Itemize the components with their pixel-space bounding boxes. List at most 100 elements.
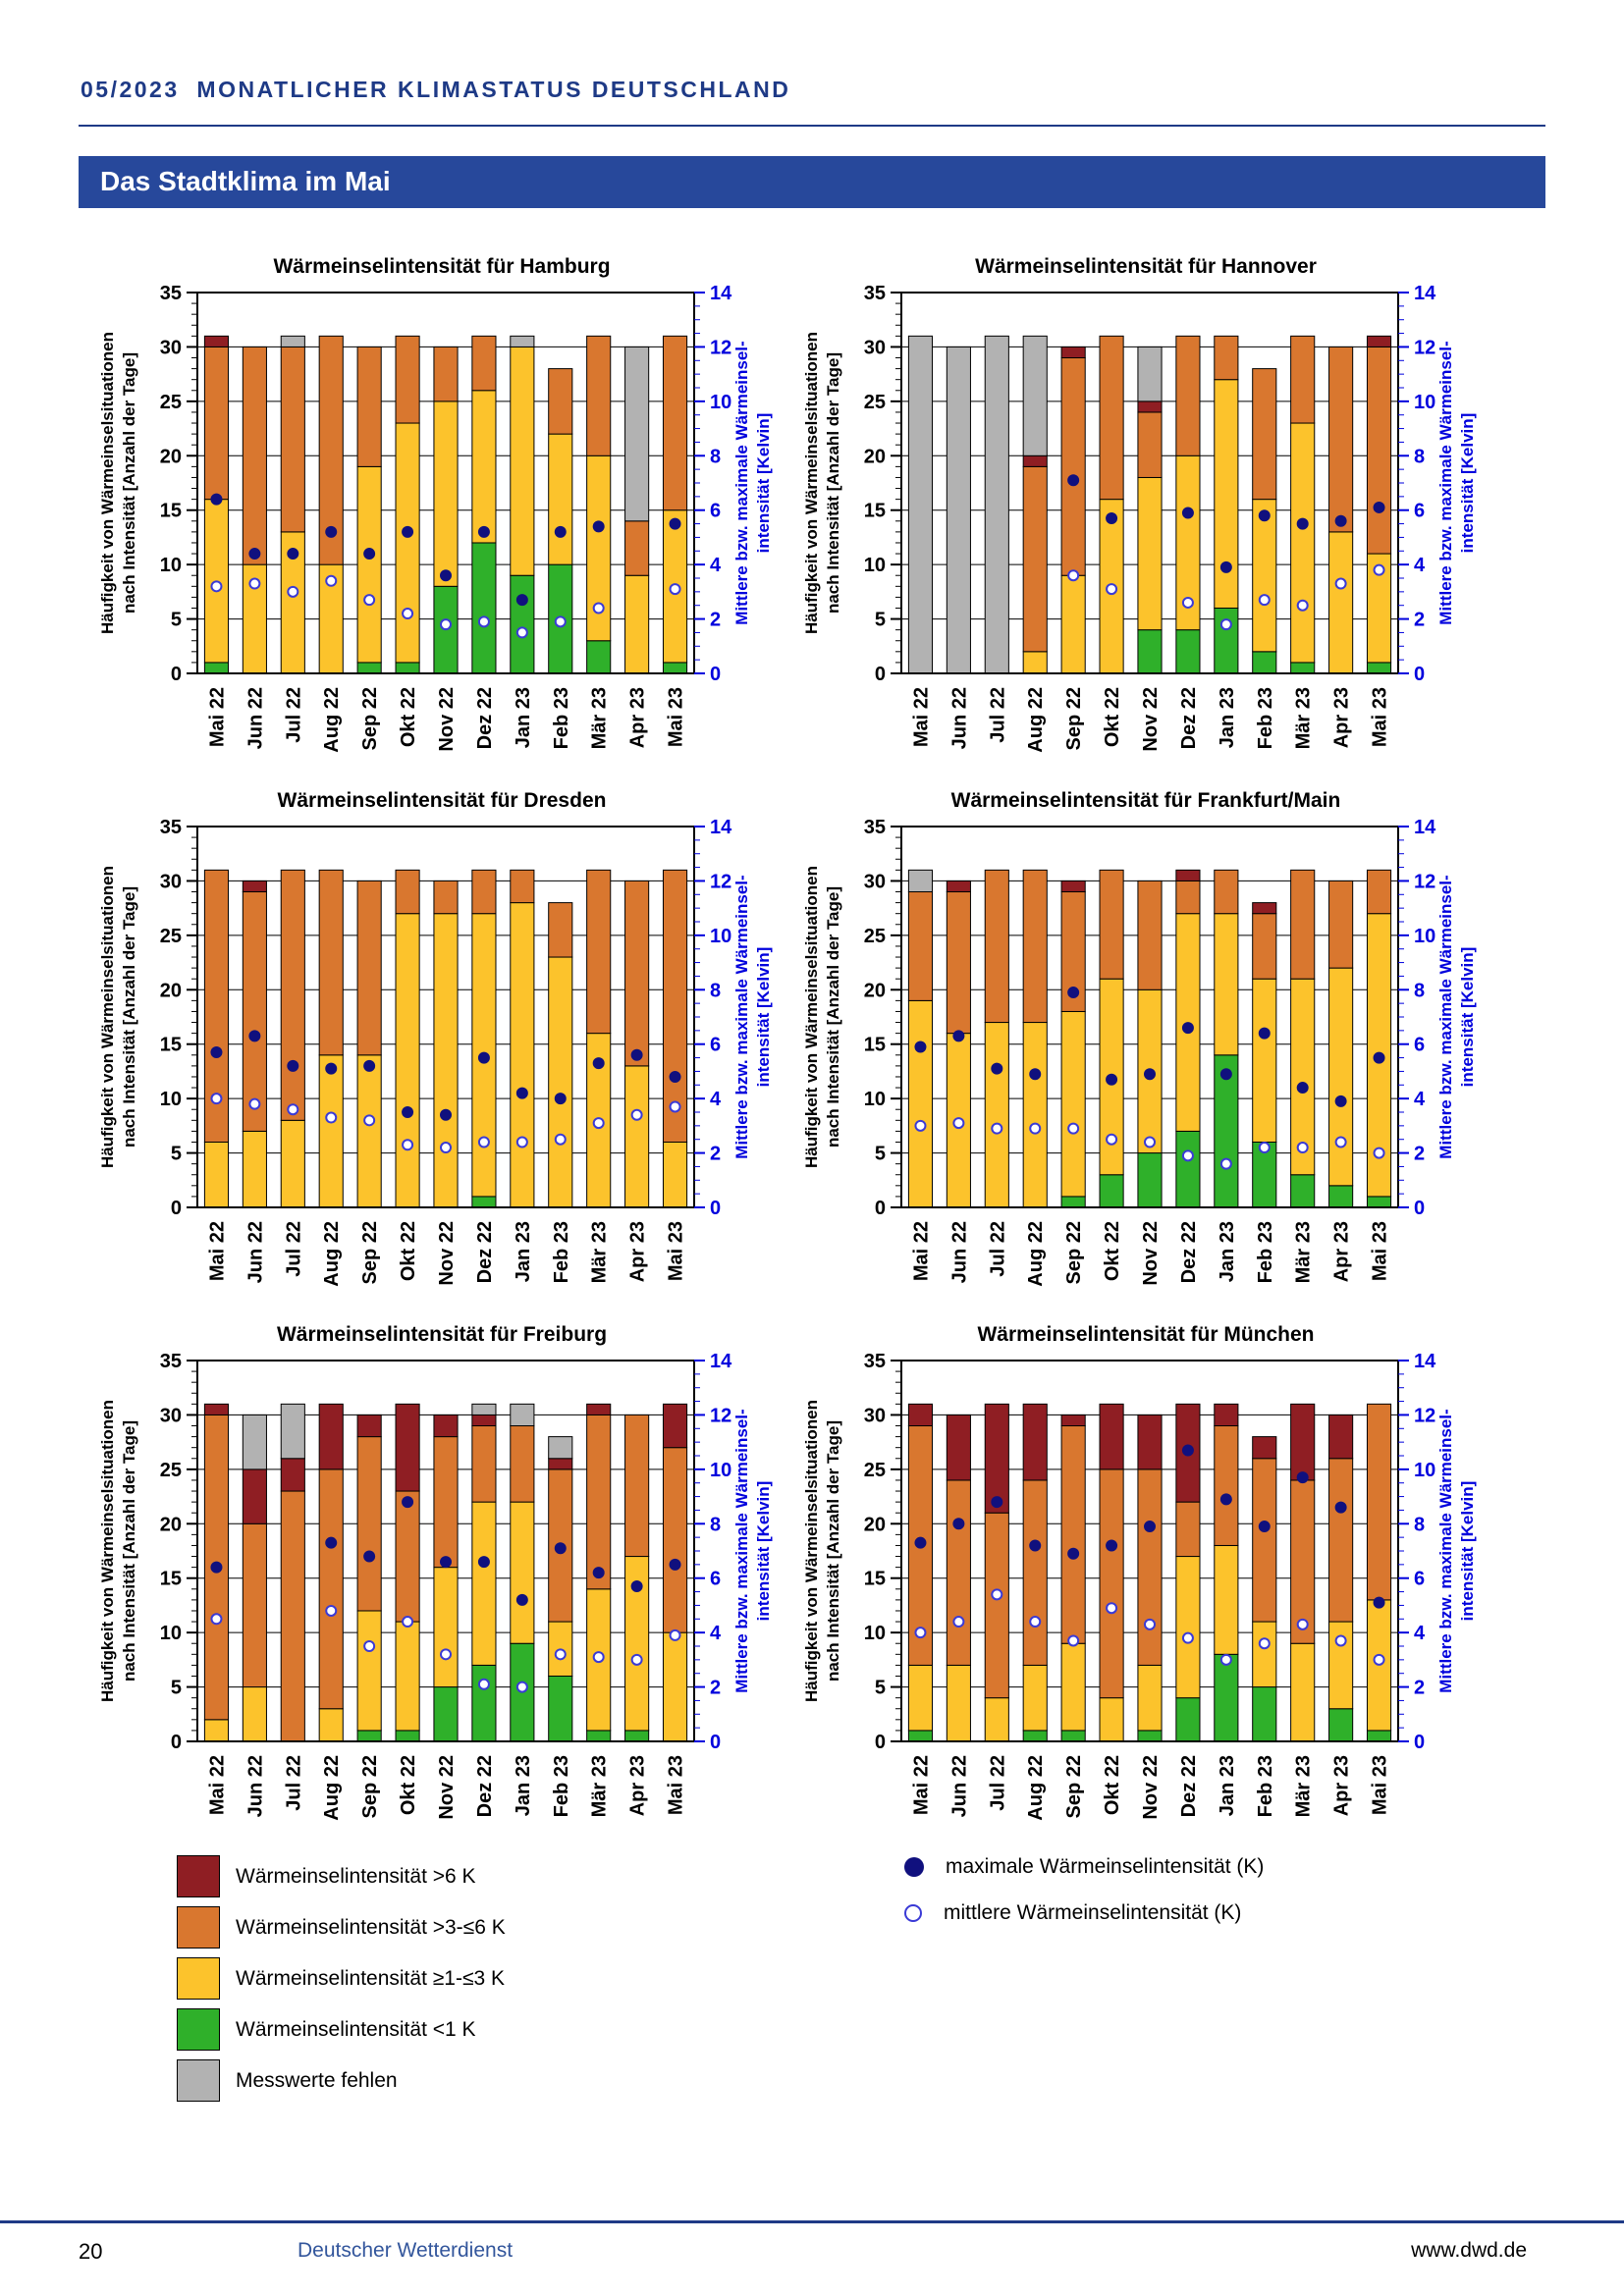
bar-segment-yellow xyxy=(356,465,382,664)
mean-intensity-dot xyxy=(592,602,605,614)
mean-intensity-dot xyxy=(1296,1142,1309,1154)
bar-segment-orange xyxy=(1366,1403,1392,1601)
max-intensity-dot xyxy=(630,1580,643,1593)
bar-segment-green xyxy=(1060,1730,1086,1742)
right-tick-label: 10 xyxy=(710,392,731,413)
mean-intensity-dot xyxy=(1181,1149,1194,1162)
x-tick-label: Feb 23 xyxy=(551,687,572,749)
x-tick-label: Jul 22 xyxy=(987,687,1008,743)
right-tick-label: 6 xyxy=(1414,1569,1425,1590)
right-tick-label: 6 xyxy=(1414,501,1425,522)
mean-intensity-dot xyxy=(325,574,338,587)
bar-segment-green xyxy=(586,1730,612,1742)
bar-segment-darkred xyxy=(1175,869,1201,881)
left-tick-label: 30 xyxy=(160,337,182,358)
max-intensity-dot xyxy=(325,1536,338,1549)
bar-segment-yellow xyxy=(1214,379,1239,609)
mean-intensity-dot xyxy=(630,1108,643,1121)
x-tick-label: Okt 22 xyxy=(1102,687,1123,747)
bar-segment-green xyxy=(1366,662,1392,674)
max-intensity-dot xyxy=(248,1030,261,1042)
right-tick-label: 6 xyxy=(710,1569,721,1590)
x-tick-label: Sep 22 xyxy=(1063,687,1085,750)
chart-canvas-hannover: Mai 22 Jun 22 Jul 22 Aug 22 Sep 22 Okt 22 Nov … xyxy=(802,283,1477,753)
max-intensity-dot xyxy=(1144,1521,1156,1533)
left-axis-label-line1: Häufigkeit von Wärmeinselsituationen xyxy=(802,866,821,1168)
bar-segment-orange xyxy=(433,880,459,915)
right-tick-label: 2 xyxy=(1414,1144,1425,1165)
bar-segment-yellow xyxy=(946,1664,971,1742)
footer-website: www.dwd.de xyxy=(1411,2239,1527,2262)
bar-segment-green xyxy=(356,662,382,674)
bar-segment-orange xyxy=(433,346,459,402)
mean-intensity-dot xyxy=(325,1604,338,1617)
bar-segment-yellow xyxy=(433,400,459,587)
bar-segment-green xyxy=(662,662,688,674)
bar-segment-darkred xyxy=(1022,454,1048,467)
x-tick-label: Sep 22 xyxy=(1063,1755,1085,1818)
left-tick-label: 35 xyxy=(160,1351,182,1372)
bar-segment-green xyxy=(1137,629,1163,674)
bar-segment-orange xyxy=(1022,869,1048,1024)
max-intensity-dot xyxy=(325,1062,338,1075)
mean-intensity-dot xyxy=(991,1588,1003,1601)
x-tick-label: Jul 22 xyxy=(283,1221,304,1277)
bar-segment-orange xyxy=(356,346,382,467)
right-tick-label: 8 xyxy=(1414,1514,1425,1535)
bar-segment-orange xyxy=(1328,1458,1354,1623)
mean-intensity-dot xyxy=(1219,1653,1232,1666)
right-tick-label: 10 xyxy=(710,926,731,947)
bar-segment-green xyxy=(1328,1185,1354,1208)
left-axis-label-line1: Häufigkeit von Wärmeinselsituationen xyxy=(98,1400,117,1702)
max-intensity-dot xyxy=(1106,1539,1118,1552)
bar-segment-yellow xyxy=(1214,1544,1239,1655)
mean-intensity-dot xyxy=(325,1111,338,1124)
bar-segment-darkred xyxy=(1099,1403,1124,1470)
bar-segment-darkred xyxy=(1252,1436,1277,1460)
bar-segment-gray xyxy=(280,1403,305,1460)
right-tick-label: 14 xyxy=(710,817,732,838)
legend-categories: Wärmeinselintensität >6 K Wärmeinselinten… xyxy=(177,1855,898,2110)
left-tick-label: 25 xyxy=(160,1460,182,1481)
bar-segment-orange xyxy=(395,1490,420,1623)
right-tick-label: 2 xyxy=(1414,610,1425,631)
right-tick-label: 10 xyxy=(1414,1460,1435,1481)
bar-segment-yellow xyxy=(1175,913,1201,1132)
left-axis-label-line2: nach Intensität [Anzahl der Tage] xyxy=(120,1420,138,1682)
open-dot-icon xyxy=(904,1904,922,1922)
right-tick-label: 12 xyxy=(1414,871,1435,892)
max-intensity-dot xyxy=(363,1059,376,1072)
bar-segment-yellow xyxy=(318,1708,344,1742)
mean-intensity-dot xyxy=(914,1119,927,1132)
bar-segment-orange xyxy=(356,880,382,1056)
page-number: 20 xyxy=(79,2239,103,2264)
max-intensity-dot xyxy=(1296,517,1309,530)
legend-row: Wärmeinselintensität >3-≤6 K xyxy=(177,1906,898,1949)
max-intensity-dot xyxy=(1144,1068,1156,1081)
bar-segment-darkred xyxy=(356,1414,382,1438)
max-intensity-dot xyxy=(363,1550,376,1563)
bar-segment-yellow xyxy=(510,346,535,576)
bar-segment-yellow xyxy=(1214,913,1239,1056)
max-intensity-dot xyxy=(1106,512,1118,525)
right-tick-label: 12 xyxy=(710,337,731,358)
left-axis-label-line2: nach Intensität [Anzahl der Tage] xyxy=(824,352,842,614)
bar-segment-orange xyxy=(1137,1468,1163,1666)
max-intensity-dot xyxy=(1296,1082,1309,1095)
left-tick-label: 5 xyxy=(875,1144,886,1165)
max-intensity-dot xyxy=(1029,1539,1042,1552)
bar-segment-green xyxy=(433,1686,459,1742)
legend-label: Wärmeinselintensität ≥1-≤3 K xyxy=(236,1966,505,1990)
bar-segment-orange xyxy=(318,869,344,1056)
x-tick-label: Nov 22 xyxy=(436,687,458,752)
max-intensity-dot xyxy=(515,1087,528,1099)
bar-segment-green xyxy=(203,662,230,674)
bar-segment-gray xyxy=(1137,346,1163,402)
mean-intensity-dot xyxy=(1373,563,1385,576)
bar-segment-orange xyxy=(586,1414,612,1590)
max-intensity-dot xyxy=(325,525,338,538)
left-tick-label: 10 xyxy=(864,1623,886,1644)
legend-row: Wärmeinselintensität <1 K xyxy=(177,2008,898,2051)
bar-segment-yellow xyxy=(395,422,420,664)
left-tick-label: 30 xyxy=(160,871,182,892)
